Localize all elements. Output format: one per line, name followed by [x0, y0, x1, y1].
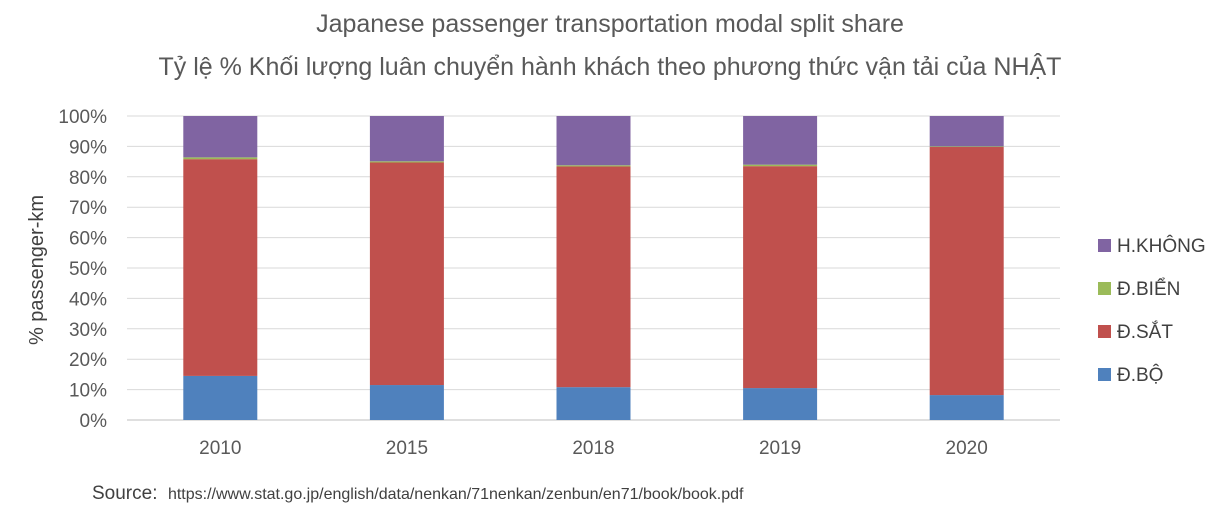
- y-tick-label: 60%: [69, 229, 107, 250]
- y-tick-label: 30%: [69, 320, 107, 341]
- bar-segment: [369, 161, 444, 163]
- legend-swatch: [1098, 239, 1111, 252]
- y-tick-label: 90%: [69, 137, 107, 158]
- bar-segment: [929, 116, 1004, 147]
- y-tick-label: 40%: [69, 289, 107, 310]
- bar-segment: [183, 159, 258, 376]
- bar-segment: [556, 116, 631, 166]
- bar-segment: [183, 157, 258, 160]
- legend-label: Đ.BIỂN: [1117, 278, 1180, 300]
- y-tick-label: 50%: [69, 259, 107, 280]
- x-tick-label: 2010: [199, 438, 241, 459]
- source-label: Source:: [92, 483, 157, 504]
- bar-segment: [929, 395, 1004, 420]
- y-tick-label: 70%: [69, 198, 107, 219]
- y-axis-ticks: 0% 10% 20% 30% 40% 50% 60% 70% 80% 90% 100%: [58, 107, 107, 432]
- legend-label: H.KHÔNG: [1117, 235, 1206, 257]
- bar-segment: [183, 375, 258, 420]
- bar-segment: [369, 162, 444, 386]
- source-url: https://www.stat.go.jp/english/data/nenk…: [168, 486, 744, 503]
- bars: [183, 116, 1004, 420]
- x-tick-label: 2019: [759, 438, 801, 459]
- x-axis-ticks: 2010 2015 2018 2019 2020: [199, 438, 988, 459]
- y-axis-label: % passenger-km: [26, 195, 48, 345]
- bar-segment: [556, 166, 631, 388]
- chart-subtitle: Tỷ lệ % Khối lượng luân chuyển hành khác…: [159, 52, 1062, 81]
- legend-label: Đ.BỘ: [1117, 364, 1163, 386]
- legend-swatch: [1098, 368, 1111, 381]
- y-tick-label: 100%: [58, 107, 107, 128]
- x-tick-label: 2018: [572, 438, 614, 459]
- source-line: Source: https://www.stat.go.jp/english/d…: [92, 483, 744, 504]
- y-tick-label: 0%: [80, 411, 108, 432]
- bar-segment: [556, 165, 631, 167]
- bar-segment: [743, 116, 818, 165]
- legend-label: Đ.SẮT: [1117, 321, 1173, 343]
- bar-segment: [369, 385, 444, 420]
- y-tick-label: 20%: [69, 350, 107, 371]
- chart-title: Japanese passenger transportation modal …: [316, 10, 904, 38]
- y-tick-label: 10%: [69, 381, 107, 402]
- bar-segment: [929, 147, 1004, 396]
- x-tick-label: 2020: [946, 438, 988, 459]
- bar-segment: [743, 388, 818, 420]
- bar-segment: [743, 166, 818, 389]
- bar-segment: [369, 116, 444, 162]
- y-tick-label: 80%: [69, 168, 107, 189]
- legend-swatch: [1098, 282, 1111, 295]
- legend-swatch: [1098, 325, 1111, 338]
- bar-segment: [556, 387, 631, 420]
- bar-segment: [929, 146, 1004, 148]
- bar-segment: [183, 116, 258, 158]
- x-tick-label: 2015: [386, 438, 428, 459]
- legend: H.KHÔNG Đ.BIỂN Đ.SẮT Đ.BỘ: [1098, 235, 1206, 386]
- bar-segment: [743, 164, 818, 167]
